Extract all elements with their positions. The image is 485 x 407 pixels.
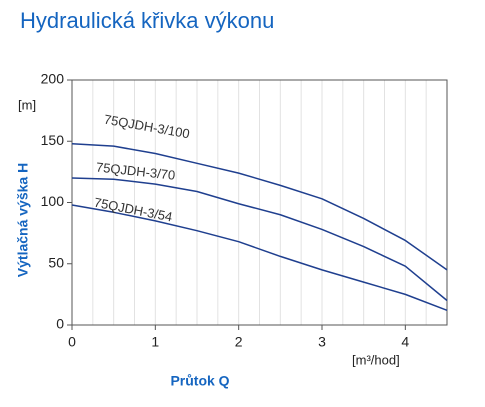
curve [71, 177, 448, 302]
x-tick-label: 2 [235, 334, 243, 350]
y-tick-label: 150 [41, 132, 65, 148]
series-label: 75QJDH-3/54 [93, 195, 174, 225]
y-tick-label: 100 [41, 193, 65, 209]
series-label: 75QJDH-3/100 [103, 112, 191, 142]
x-axis-label: Průtok Q [170, 373, 229, 389]
y-tick-label: 50 [48, 254, 64, 270]
curve [71, 204, 448, 312]
y-tick-label: 0 [56, 316, 64, 332]
y-axis-label: Výtlačná výška H [15, 163, 31, 277]
chart-title: Hydraulická křivka výkonu [20, 8, 274, 33]
y-tick-label: 200 [41, 71, 65, 87]
curve [71, 142, 448, 271]
x-tick-label: 3 [318, 334, 326, 350]
x-tick-label: 4 [401, 334, 409, 350]
y-unit: [m] [18, 97, 36, 112]
x-tick-label: 1 [151, 334, 159, 350]
x-unit: [m³/hod] [352, 352, 400, 367]
x-tick-label: 0 [68, 334, 76, 350]
